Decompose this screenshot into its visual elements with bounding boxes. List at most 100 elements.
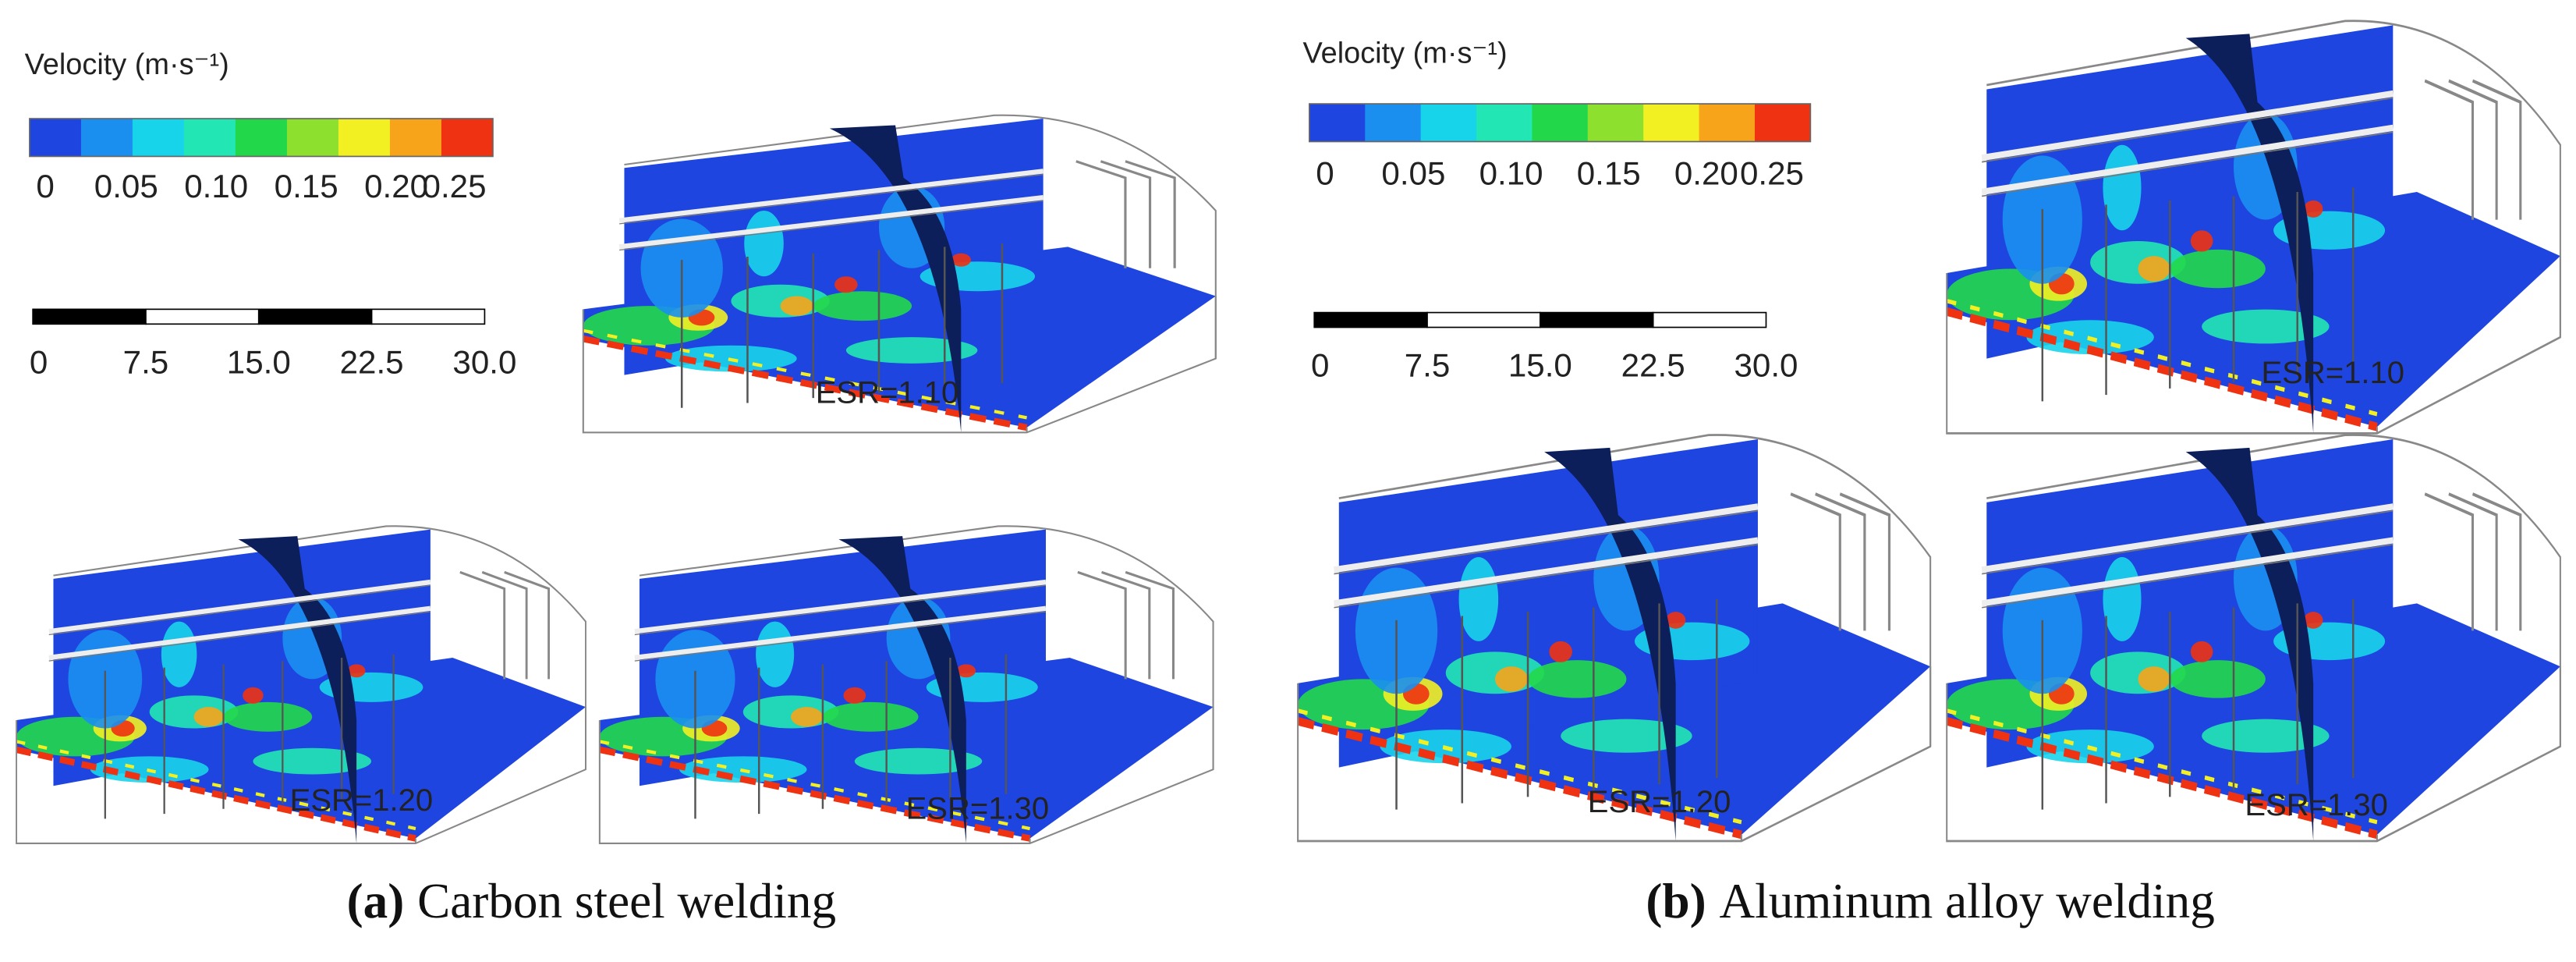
colorbar-segment bbox=[80, 119, 133, 157]
cfd-view bbox=[1946, 20, 2561, 435]
colorbar-segment bbox=[183, 119, 236, 157]
pipe bbox=[618, 169, 1044, 223]
colorbar-segment bbox=[286, 119, 339, 157]
front-strip-glow bbox=[16, 740, 416, 831]
flow-contour bbox=[243, 687, 264, 704]
section-plane bbox=[238, 536, 357, 843]
side-duct bbox=[1790, 492, 1841, 631]
cfd-view bbox=[582, 114, 1217, 434]
scale-bar-label: 22.5 bbox=[340, 344, 404, 381]
colorbar-tick-label: 0.25 bbox=[423, 168, 487, 204]
section-plane bbox=[838, 536, 966, 843]
flow-contour bbox=[2090, 240, 2186, 284]
flow-contour bbox=[149, 695, 239, 729]
view-label: ESR=1.10 bbox=[816, 375, 959, 410]
flow-contour bbox=[731, 284, 830, 318]
side-duct bbox=[1077, 570, 1127, 680]
panel: ESR=1.10 ESR=1.20 ESR=1.30 Velocity (m·s⁻¹)… bbox=[16, 48, 1217, 928]
flow-contour bbox=[822, 701, 919, 732]
colorbar-segment bbox=[235, 119, 288, 157]
pipe bbox=[48, 579, 431, 634]
pipe-edge bbox=[1982, 544, 2394, 609]
colorbar-segment bbox=[441, 119, 494, 157]
flow-contour bbox=[193, 707, 224, 727]
view-label: ESR=1.10 bbox=[2261, 356, 2404, 390]
flow-contour bbox=[2103, 557, 2142, 641]
pipe bbox=[1981, 124, 2394, 196]
colorbar-segment bbox=[1532, 104, 1589, 142]
front-strip-glow bbox=[1946, 708, 2378, 825]
flow-contour bbox=[780, 296, 813, 316]
scale-bar-label: 22.5 bbox=[1621, 347, 1685, 384]
colorbar-segment bbox=[389, 119, 442, 157]
colorbar-tick-label: 0.05 bbox=[94, 168, 158, 204]
colorbar-segment bbox=[1476, 104, 1533, 142]
side-duct bbox=[2448, 79, 2498, 220]
flow-contour bbox=[791, 707, 823, 727]
flow-contour bbox=[2303, 612, 2323, 629]
view-label: ESR=1.30 bbox=[906, 791, 1050, 825]
flow-contour bbox=[161, 621, 197, 687]
pipe-edge bbox=[48, 584, 431, 636]
section-plane bbox=[829, 125, 962, 433]
flow-contour bbox=[2170, 660, 2266, 698]
side-duct bbox=[2472, 79, 2522, 220]
flow-contour bbox=[1445, 651, 1545, 694]
scale-bar-label: 0 bbox=[30, 344, 48, 381]
side-duct bbox=[481, 570, 528, 680]
front-strip-glow bbox=[599, 740, 1030, 831]
cfd-view bbox=[1946, 434, 2561, 843]
side-duct bbox=[1075, 160, 1127, 268]
scale-bar-label: 30.0 bbox=[452, 344, 516, 381]
scale-bar-label: 15.0 bbox=[227, 344, 291, 381]
cfd-view bbox=[598, 525, 1214, 845]
roof-arc bbox=[1986, 434, 2561, 747]
scale-bar-label: 30.0 bbox=[1734, 347, 1798, 384]
colorbar-segment bbox=[1309, 104, 1366, 142]
caption-text: Aluminum alloy welding bbox=[1720, 874, 2215, 928]
scale-bar-segment bbox=[32, 308, 147, 325]
side-duct bbox=[1101, 570, 1151, 680]
colorbar-tick-label: 0.10 bbox=[1479, 154, 1543, 191]
front-strip bbox=[1946, 717, 2378, 840]
front-strip-glow bbox=[583, 328, 1027, 420]
flow-contour bbox=[834, 276, 858, 293]
box-outline bbox=[1946, 666, 2561, 843]
pipe-edge bbox=[1334, 509, 1759, 575]
colorbar-tick-label: 0.25 bbox=[1740, 154, 1804, 191]
colorbar-segment bbox=[132, 119, 185, 157]
view-label: ESR=1.30 bbox=[2245, 788, 2388, 822]
colorbar-frame bbox=[29, 118, 494, 158]
front-strip bbox=[599, 746, 1031, 842]
colorbar-tick-label: 0.05 bbox=[1381, 154, 1445, 191]
colorbar-segment bbox=[29, 119, 82, 157]
flow-contour bbox=[2103, 144, 2142, 231]
flow-contour bbox=[2190, 230, 2213, 252]
pipe-edge bbox=[1982, 509, 2394, 575]
colorbar-segment bbox=[1643, 104, 1700, 142]
front-strip-glow bbox=[1946, 298, 2378, 417]
flow-contour bbox=[951, 253, 971, 267]
side-duct bbox=[1100, 160, 1152, 268]
scale-bar-label: 0 bbox=[1311, 347, 1329, 384]
view-label: ESR=1.20 bbox=[290, 783, 434, 818]
pipe bbox=[1981, 503, 2394, 573]
colorbar-tick-label: 0 bbox=[36, 168, 54, 204]
scale-bar-label: 15.0 bbox=[1508, 347, 1572, 384]
flow-contour bbox=[1528, 660, 1627, 698]
pipe-edge bbox=[48, 611, 431, 662]
roof-arc bbox=[624, 114, 1217, 359]
pipe bbox=[1334, 503, 1759, 573]
pipe-edge bbox=[1982, 131, 2394, 197]
colorbar-tick-label: 0.15 bbox=[1577, 154, 1641, 191]
roof-arc bbox=[1986, 20, 2561, 338]
colorbar-segment bbox=[1754, 104, 1812, 142]
scale-bar-label: 7.5 bbox=[123, 344, 169, 381]
pipe bbox=[618, 194, 1044, 250]
pipe-edge bbox=[1334, 544, 1759, 609]
side-duct bbox=[2424, 79, 2475, 220]
flow-contour bbox=[2138, 666, 2170, 692]
side-duct bbox=[504, 570, 550, 680]
